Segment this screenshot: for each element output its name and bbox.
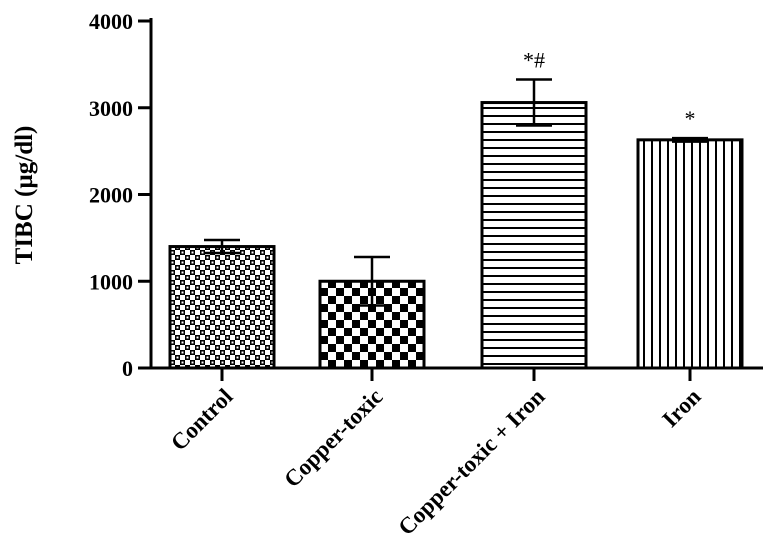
significance-annotations: *# * bbox=[523, 48, 696, 132]
x-tick-label: Control bbox=[166, 384, 238, 456]
y-axis-label: TIBC (µg/dl) bbox=[11, 126, 38, 265]
y-tick-label: 0 bbox=[122, 356, 133, 381]
x-axis-ticks bbox=[220, 368, 692, 381]
bar-iron bbox=[636, 138, 744, 370]
bar-copper-toxic-iron bbox=[480, 101, 588, 370]
x-tick-label: Iron bbox=[657, 384, 705, 432]
y-tick-label: 1000 bbox=[89, 269, 133, 294]
bars bbox=[168, 101, 744, 370]
category-labels: Control Copper-toxic Copper-toxic + Iron Ir… bbox=[166, 384, 706, 540]
error-bars bbox=[204, 78, 708, 307]
y-axis-ticks: 0 1000 2000 3000 4000 bbox=[89, 9, 151, 381]
x-tick-label: Copper-toxic + Iron bbox=[393, 384, 549, 540]
bar-control bbox=[168, 245, 276, 370]
x-tick-label: Copper-toxic bbox=[279, 384, 387, 492]
y-tick-label: 2000 bbox=[89, 183, 133, 208]
significance-marker: *# bbox=[523, 48, 545, 73]
y-tick-label: 3000 bbox=[89, 96, 133, 121]
y-tick-label: 4000 bbox=[89, 9, 133, 34]
significance-marker: * bbox=[685, 106, 696, 131]
